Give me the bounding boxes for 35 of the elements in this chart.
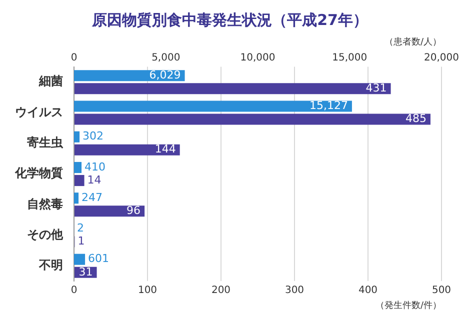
y-tick-label: 不明 xyxy=(38,258,63,272)
x2-tick-label: 0 xyxy=(70,52,78,64)
chart-title: 原因物質別食中毒発生状況（平成27年） xyxy=(91,10,368,29)
x-axis-title: （発生件数/件） xyxy=(375,300,442,311)
x-tick-label: 400 xyxy=(358,284,378,296)
y-tick-label: ウイルス xyxy=(15,104,63,119)
x2-tick-label: 15,000 xyxy=(332,52,368,64)
data-label: 247 xyxy=(82,190,103,204)
data-label: 485 xyxy=(405,112,426,126)
y-tick-label: その他 xyxy=(27,227,64,242)
data-label: 431 xyxy=(366,81,387,94)
data-label: 2 xyxy=(77,222,84,235)
x-tick-label: 0 xyxy=(70,284,78,296)
x-tick-label: 100 xyxy=(138,284,158,296)
x2-tick-label: 10,000 xyxy=(240,52,276,64)
x2-tick-label: 20,000 xyxy=(424,52,460,64)
data-label: 601 xyxy=(88,252,110,266)
data-label: 15,127 xyxy=(309,99,348,112)
data-label: 6,029 xyxy=(149,68,181,82)
x2-tick-label: 5,000 xyxy=(152,52,180,64)
y-tick-label: 自然毒 xyxy=(27,196,63,211)
data-label: 14 xyxy=(87,173,102,186)
data-label: 96 xyxy=(126,204,141,217)
x2-axis-title: （患者数/人） xyxy=(384,36,442,48)
y-tick-label: 寄生虫 xyxy=(27,135,64,150)
data-label: 144 xyxy=(154,142,176,156)
x-tick-label: 300 xyxy=(284,284,304,296)
data-label: 31 xyxy=(78,265,93,278)
y-tick-label: 細菌 xyxy=(38,74,63,88)
data-label: 1 xyxy=(78,234,85,248)
x-tick-label: 500 xyxy=(432,284,452,296)
x-tick-label: 200 xyxy=(211,284,231,296)
data-label: 410 xyxy=(84,160,106,174)
data-label: 302 xyxy=(82,130,104,143)
y-tick-label: 化学物質 xyxy=(14,166,63,180)
